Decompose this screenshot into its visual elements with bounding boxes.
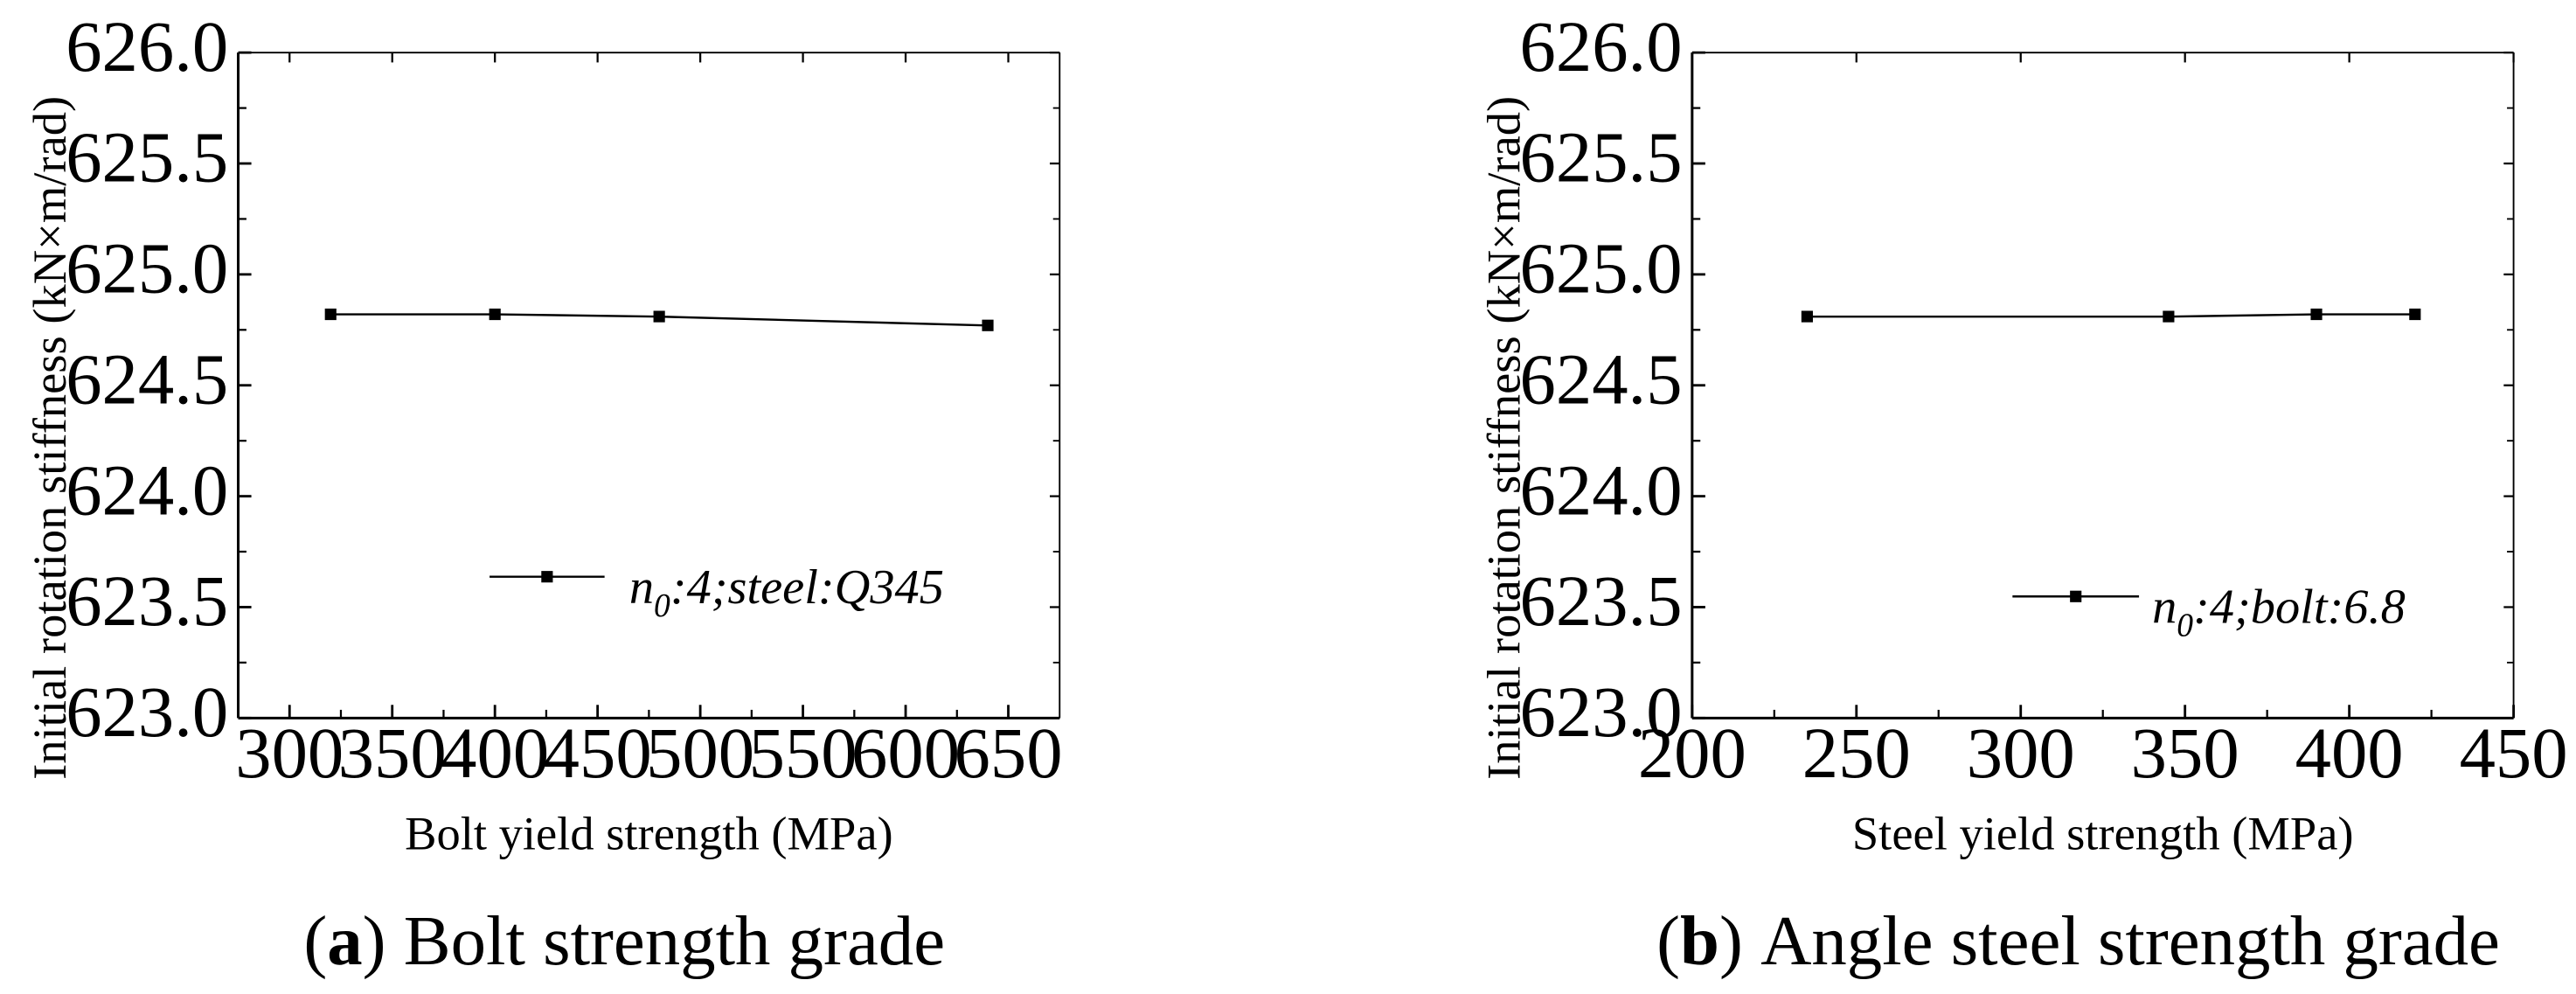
- x-tick-label: 650: [955, 712, 1063, 793]
- x-tick-label: 300: [235, 712, 344, 793]
- y-tick-label: 625.5: [1520, 117, 1683, 198]
- x-tick-label: 300: [1967, 712, 2075, 793]
- x-tick-label: 350: [338, 712, 447, 793]
- legend-label: n0:4;bolt:6.8: [2152, 580, 2406, 643]
- y-tick-label: 626.0: [66, 6, 228, 87]
- x-tick-label: 250: [1802, 712, 1911, 793]
- x-tick-label: 200: [1638, 712, 1746, 793]
- panel-caption: (b) Angle steel strength grade: [1656, 902, 2500, 980]
- caption-letter: b: [1680, 902, 1719, 980]
- data-point: [2310, 308, 2323, 321]
- y-tick-label: 623.5: [1520, 560, 1683, 641]
- legend-marker: [2070, 590, 2082, 602]
- caption-open-paren: (: [1656, 902, 1680, 980]
- caption-close-paren: ): [1719, 902, 1760, 980]
- x-tick-label: 600: [851, 712, 960, 793]
- series-line: [1807, 313, 2415, 318]
- data-point: [1801, 310, 1813, 323]
- data-point: [2163, 310, 2175, 323]
- y-tick-label: 624.5: [1520, 338, 1683, 419]
- y-tick-label: 623.5: [66, 560, 228, 641]
- x-axis-title: Steel yield strength (MPa): [1852, 807, 2354, 860]
- panel-caption: (a) Bolt strength grade: [303, 902, 945, 980]
- legend-label-subscript: 0: [2177, 608, 2193, 643]
- panel-a: 623.0 623.5 624.0 624.5 625.0 625.5 626.0 30035…: [23, 6, 1062, 980]
- data-point: [2409, 308, 2421, 321]
- legend-label: n0:4;steel:Q345: [629, 560, 944, 624]
- caption-text: Bolt strength grade: [404, 902, 945, 980]
- y-tick-label: 626.0: [1520, 6, 1683, 87]
- legend-marker: [541, 571, 553, 583]
- x-tick-label: 450: [2460, 712, 2568, 793]
- x-tick-label: 350: [2131, 712, 2239, 793]
- legend-label-main: n: [2152, 580, 2177, 634]
- x-tick-label: 500: [646, 712, 754, 793]
- data-point: [982, 319, 994, 331]
- caption-text: Angle steel strength grade: [1760, 902, 2500, 980]
- panel-b: 623.0 623.5 624.0 624.5 625.0 625.5 626.0 200 25…: [1477, 6, 2568, 980]
- y-tick-label: 625.0: [66, 228, 228, 309]
- legend-label-main: n: [629, 560, 654, 615]
- x-tick-label: 450: [544, 712, 652, 793]
- caption-close-paren: ): [363, 902, 404, 980]
- x-axis-title: Bolt yield strength (MPa): [405, 807, 893, 860]
- y-tick-label: 623.0: [66, 671, 228, 752]
- data-point: [653, 310, 665, 323]
- series-line: [330, 313, 989, 327]
- data-point: [324, 308, 337, 321]
- y-tick-label: 623.0: [1520, 671, 1683, 752]
- caption-open-paren: (: [303, 902, 327, 980]
- y-axis-title: Initial rotation stiffness (kN×m/rad): [23, 96, 76, 780]
- x-tick-label: 550: [749, 712, 858, 793]
- y-axis-title: Initial rotation stiffness (kN×m/rad): [1477, 96, 1531, 780]
- legend-label-rest: :4;bolt:6.8: [2193, 580, 2406, 634]
- legend-label-subscript: 0: [654, 588, 670, 624]
- y-tick-label: 624.5: [66, 338, 228, 419]
- y-tick-label: 625.0: [1520, 228, 1683, 309]
- data-point: [489, 308, 501, 321]
- legend-label-rest: :4;steel:Q345: [670, 560, 944, 615]
- caption-letter: a: [327, 902, 362, 980]
- x-tick-label: 400: [441, 712, 549, 793]
- x-tick-label: 400: [2295, 712, 2404, 793]
- y-tick-label: 624.0: [1520, 449, 1683, 530]
- y-tick-label: 625.5: [66, 117, 228, 198]
- y-tick-label: 624.0: [66, 449, 228, 530]
